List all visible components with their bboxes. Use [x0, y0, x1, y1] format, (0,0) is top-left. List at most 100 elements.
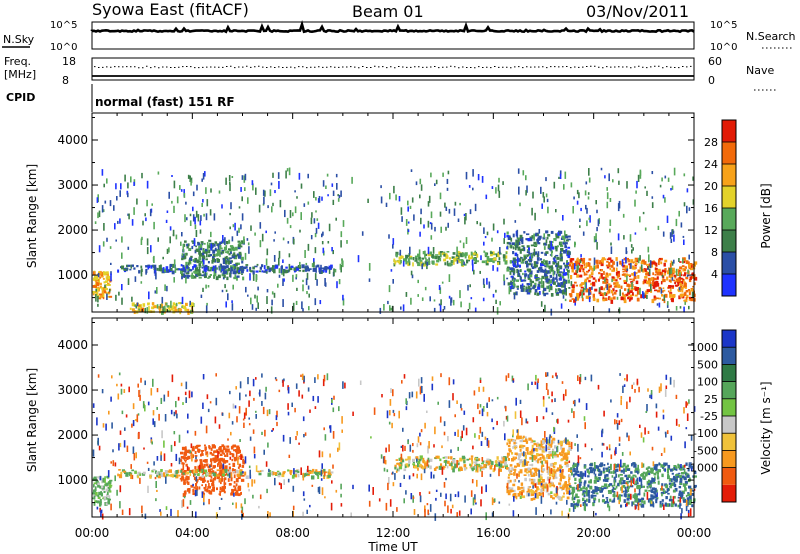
heatmap-cell	[423, 465, 427, 470]
heatmap-cell	[586, 490, 590, 494]
heatmap-cell	[305, 265, 307, 272]
heatmap-cell	[156, 388, 159, 393]
heatmap-cell	[557, 282, 560, 286]
heatmap-cell	[93, 484, 95, 488]
heatmap-cell	[408, 262, 411, 266]
heatmap-cell	[518, 471, 520, 477]
heatmap-cell	[645, 471, 649, 476]
heatmap-cell	[318, 450, 321, 458]
heatmap-cell	[289, 437, 291, 444]
heatmap-cell	[480, 255, 482, 261]
heatmap-cell	[187, 243, 190, 247]
heatmap-cell	[413, 214, 415, 221]
heatmap-cell	[332, 190, 335, 196]
heatmap-cell	[171, 374, 174, 383]
heatmap-cell	[446, 465, 449, 469]
heatmap-cell	[198, 256, 202, 261]
heatmap-cell	[675, 306, 678, 311]
heatmap-cell	[574, 463, 577, 467]
heatmap-cell	[284, 209, 286, 218]
heatmap-cell	[439, 257, 442, 262]
heatmap-cell	[417, 262, 421, 267]
heatmap-cell	[563, 485, 567, 488]
heatmap-cell	[540, 251, 544, 254]
heatmap-cell	[337, 198, 340, 202]
heatmap-cell	[210, 447, 213, 451]
heatmap-cell	[563, 492, 565, 495]
heatmap-cell	[283, 278, 285, 282]
heatmap-cell	[606, 477, 610, 480]
heatmap-cell	[662, 414, 665, 420]
heatmap-cell	[679, 293, 683, 298]
heatmap-cell	[105, 288, 108, 291]
heatmap-cell	[598, 473, 601, 477]
heatmap-cell	[637, 290, 641, 295]
heatmap-cell	[673, 479, 677, 481]
heatmap-cell	[302, 284, 304, 292]
heatmap-cell	[105, 291, 108, 294]
heatmap-cell	[200, 241, 204, 244]
heatmap-cell	[412, 257, 415, 261]
heatmap-cell	[222, 459, 226, 463]
heatmap-cell	[642, 281, 645, 285]
heatmap-cell	[97, 212, 99, 219]
heatmap-cell	[156, 456, 159, 461]
heatmap-cell	[92, 285, 96, 288]
heatmap-cell	[436, 256, 439, 258]
heatmap-cell	[546, 462, 549, 470]
heatmap-cell	[622, 480, 626, 485]
heatmap-cell	[138, 306, 140, 311]
heatmap-cell	[538, 481, 542, 485]
heatmap-cell	[571, 298, 575, 300]
heatmap-cell	[183, 189, 185, 197]
heatmap-cell	[204, 459, 208, 463]
heatmap-cell	[583, 260, 585, 264]
heatmap-cell	[636, 495, 638, 498]
heatmap-cell	[185, 276, 187, 284]
heatmap-cell	[273, 255, 276, 262]
heatmap-cell	[617, 233, 620, 241]
heatmap-cell	[596, 264, 599, 269]
heatmap-cell	[206, 199, 209, 207]
heatmap-cell	[272, 202, 274, 207]
heatmap-cell	[200, 468, 204, 471]
heatmap-cell	[105, 502, 108, 506]
heatmap-cell	[298, 172, 301, 180]
heatmap-cell	[483, 227, 485, 234]
heatmap-cell	[600, 262, 604, 267]
heatmap-cell	[598, 287, 601, 293]
heatmap-cell	[598, 262, 602, 265]
heatmap-cell	[599, 490, 602, 493]
heatmap-cell	[611, 500, 614, 503]
heatmap-cell	[623, 384, 626, 387]
heatmap-cell	[544, 260, 548, 265]
heatmap-cell	[511, 284, 515, 287]
heatmap-cell	[396, 260, 399, 263]
heatmap-cell	[613, 479, 616, 487]
heatmap-cell	[600, 167, 603, 171]
heatmap-cell	[607, 462, 609, 466]
heatmap-cell	[198, 444, 201, 447]
heatmap-cell	[270, 471, 273, 476]
heatmap-cell	[516, 264, 520, 267]
heatmap-cell	[526, 263, 529, 268]
heatmap-cell	[551, 391, 553, 397]
heatmap-cell	[595, 200, 597, 205]
heatmap-cell	[562, 289, 565, 293]
heatmap-cell	[448, 208, 451, 214]
heatmap-cell	[177, 268, 180, 271]
heatmap-cell	[237, 476, 241, 479]
heatmap-cell	[537, 458, 541, 461]
heatmap-cell	[186, 308, 190, 312]
heatmap-cell	[296, 431, 298, 436]
heatmap-cell	[685, 260, 689, 264]
heatmap-cell	[184, 309, 188, 312]
heatmap-cell	[188, 275, 191, 277]
heatmap-cell	[565, 239, 569, 242]
heatmap-cell	[469, 464, 473, 469]
heatmap-cell	[641, 259, 645, 263]
heatmap-cell	[612, 179, 614, 183]
heatmap-cell	[411, 391, 414, 398]
heatmap-cell	[399, 249, 402, 256]
heatmap-cell	[652, 491, 656, 493]
